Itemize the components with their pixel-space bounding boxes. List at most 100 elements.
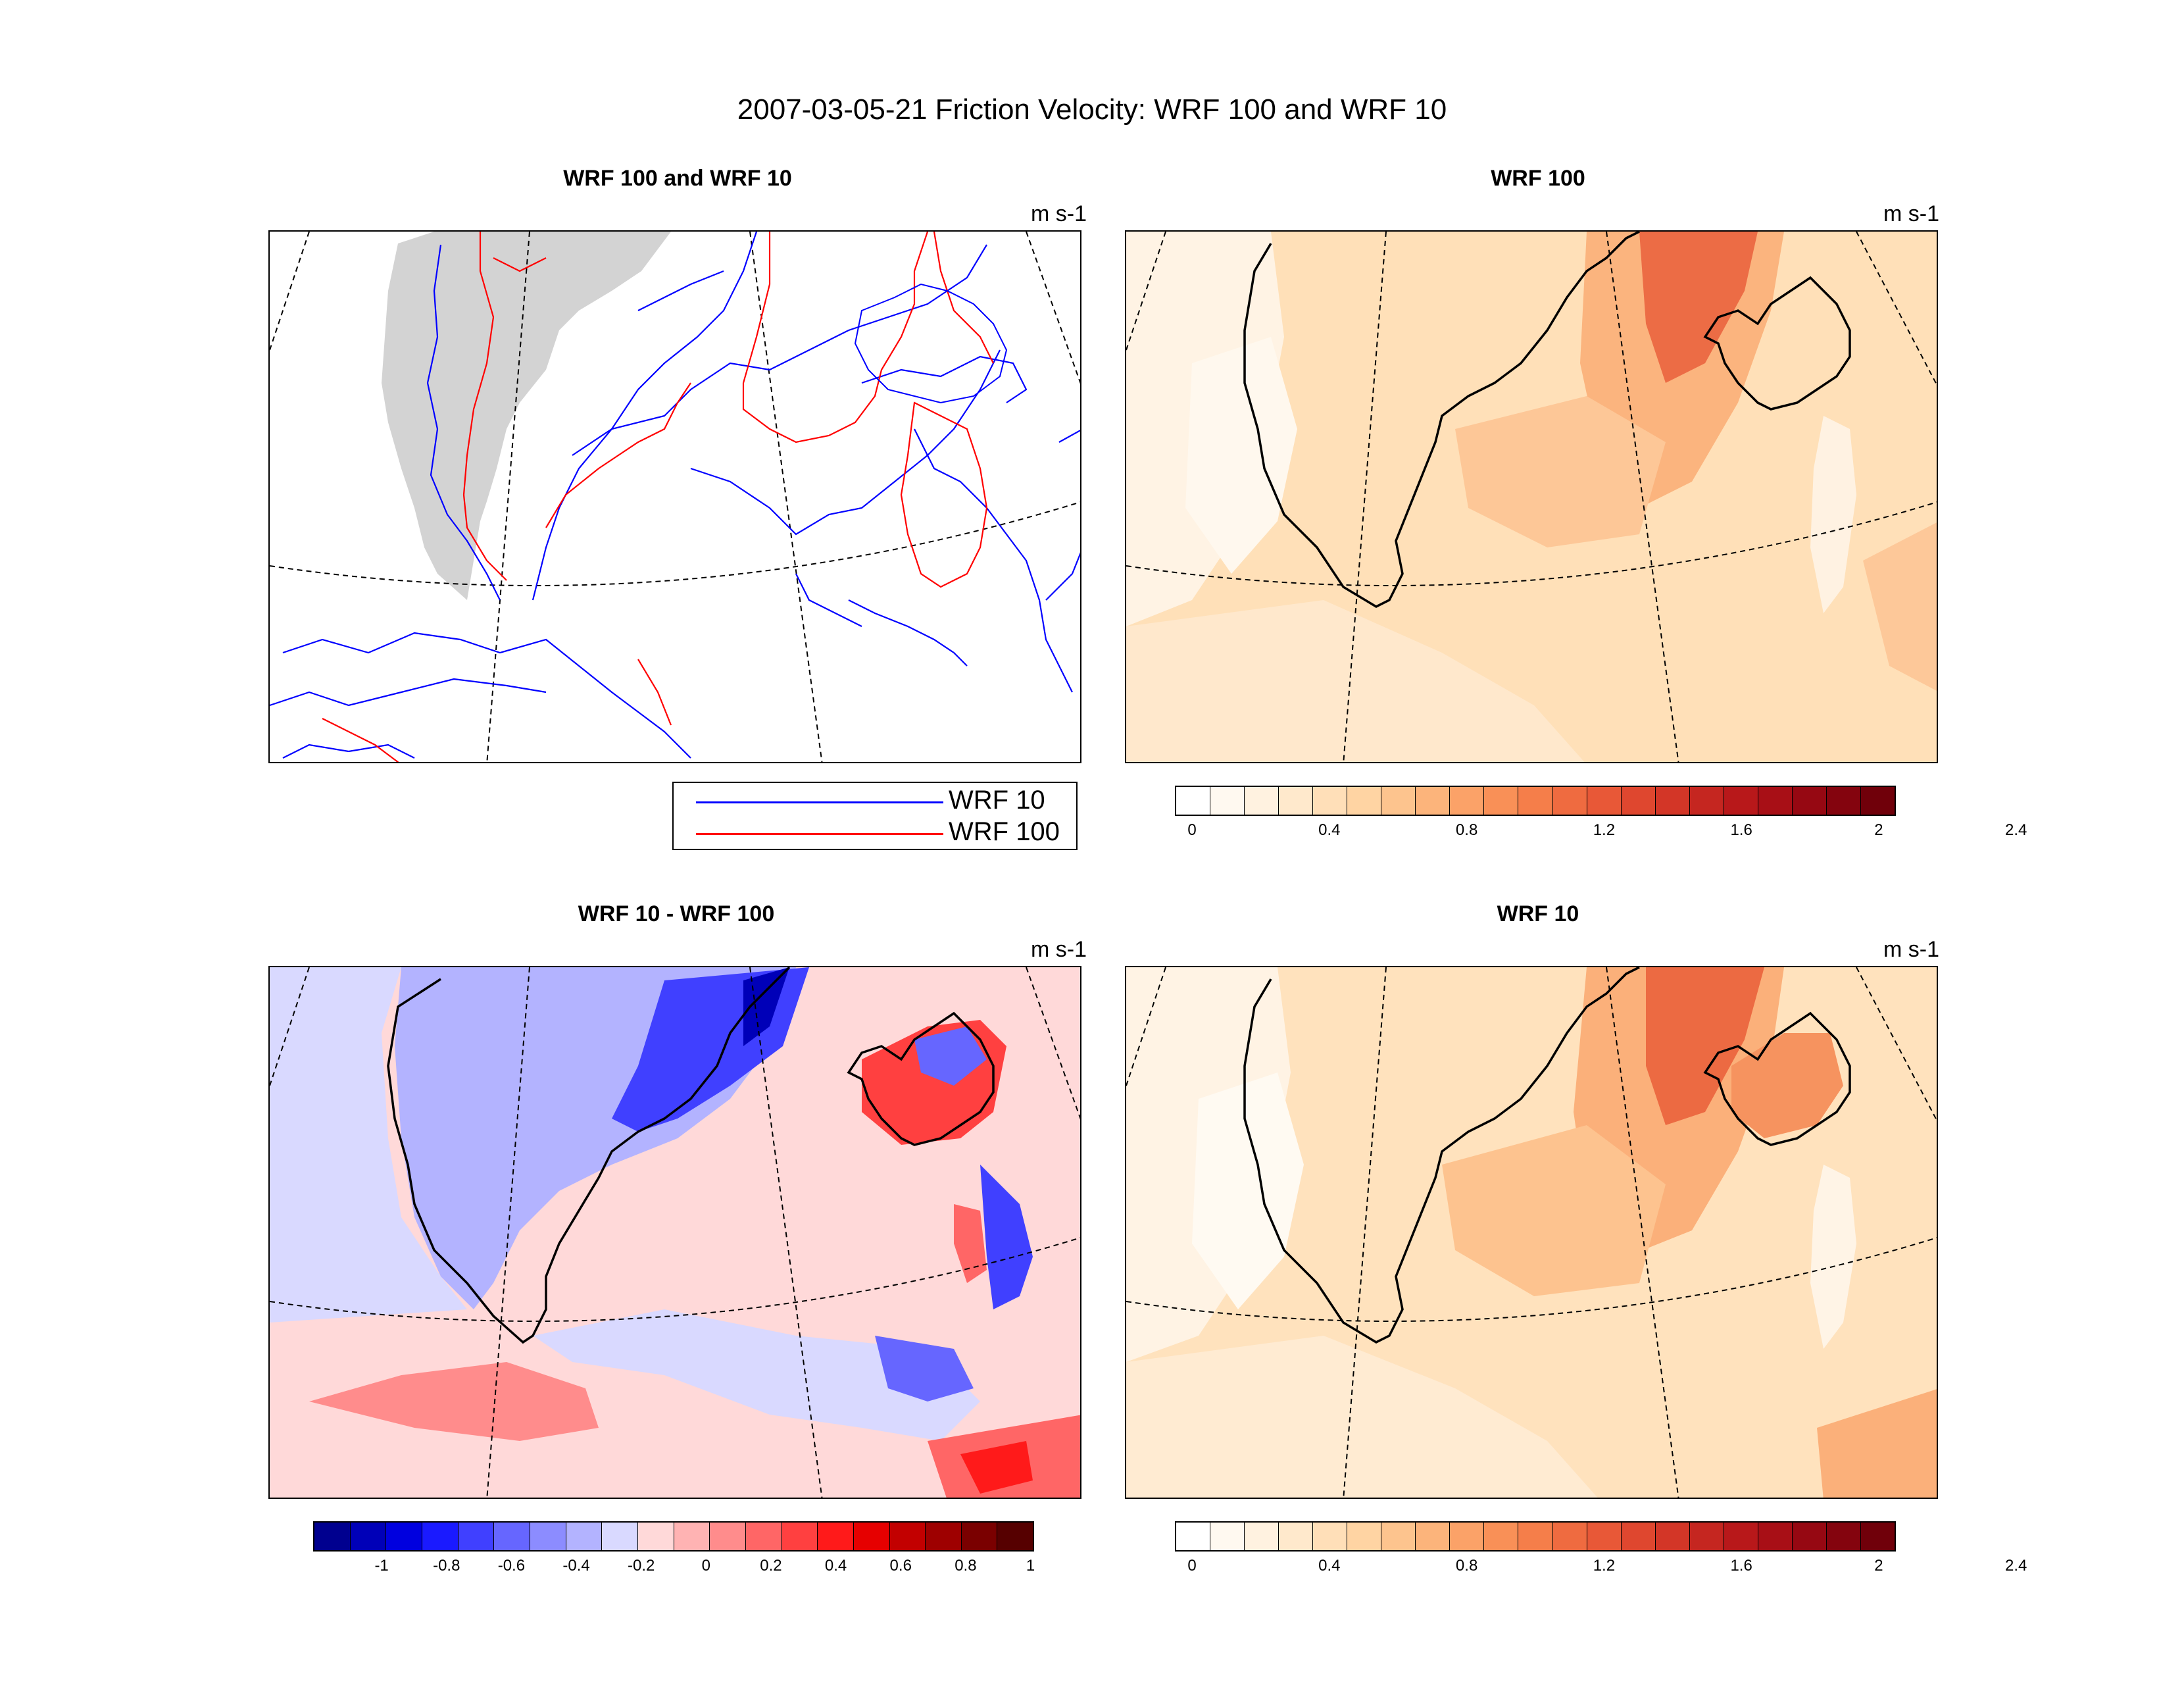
colorbar-cell bbox=[1587, 787, 1622, 815]
colorbar-cell bbox=[1245, 787, 1279, 815]
units-label-wrf100: m s-1 bbox=[1883, 201, 1939, 226]
colorbar-cell bbox=[386, 1523, 422, 1550]
colorbar-cell bbox=[1621, 1523, 1656, 1550]
colorbar-cell bbox=[1724, 1523, 1758, 1550]
colorbar-cell bbox=[745, 1523, 782, 1550]
wrf10-iceland bbox=[1731, 1033, 1843, 1138]
colorbar-cell bbox=[710, 1523, 746, 1550]
contour-map-svg bbox=[270, 232, 1080, 762]
colorbar-cell bbox=[997, 1523, 1033, 1550]
diff-negative-east bbox=[980, 1165, 1033, 1309]
colorbar-cell bbox=[1210, 1523, 1245, 1550]
wrf10-low-south bbox=[1126, 1336, 1598, 1498]
contour-map bbox=[268, 230, 1081, 763]
colorbar-cell bbox=[961, 1523, 998, 1550]
diff-negative-south bbox=[533, 1309, 980, 1441]
legend-item-wrf10: WRF 10 bbox=[674, 786, 1076, 817]
colorbar-cell bbox=[1552, 1523, 1587, 1550]
colorbar-cell bbox=[1381, 787, 1416, 815]
colorbar-cell bbox=[1826, 1523, 1861, 1550]
colorbar-cell bbox=[782, 1523, 818, 1550]
wrf100-greenland-interior bbox=[1185, 337, 1297, 574]
colorbar-cell bbox=[1758, 1523, 1793, 1550]
colorbar-cell bbox=[1826, 787, 1861, 815]
colorbar-tick-label: -0.8 bbox=[433, 1557, 460, 1575]
difference-map-svg bbox=[270, 967, 1080, 1498]
colorbar-cell bbox=[1621, 787, 1656, 815]
units-label-difference: m s-1 bbox=[1031, 937, 1087, 962]
colorbar-cell bbox=[1176, 1523, 1211, 1550]
greenland-coast bbox=[387, 967, 791, 1344]
panel-title-contours: WRF 100 and WRF 10 bbox=[563, 166, 792, 191]
colorbar-tick-label: 1.6 bbox=[1730, 1557, 1752, 1575]
wrf10-map bbox=[1125, 966, 1938, 1499]
wrf100-map bbox=[1125, 230, 1938, 763]
colorbar-cell bbox=[1792, 1523, 1827, 1550]
legend-line-wrf10 bbox=[696, 801, 943, 803]
wrf100-peak bbox=[1639, 232, 1758, 383]
greenland-land bbox=[382, 232, 671, 600]
colorbar-cell bbox=[1279, 787, 1314, 815]
graticule bbox=[1126, 967, 1937, 1498]
wrf10-map-svg bbox=[1126, 967, 1937, 1498]
iceland-coast bbox=[1703, 1011, 1851, 1146]
wrf100-map-svg bbox=[1126, 232, 1937, 762]
colorbar-cell bbox=[350, 1523, 387, 1550]
colorbar-labels-wrf10: 0 0.4 0.8 1.2 1.6 2 2.4 bbox=[1175, 1557, 2027, 1577]
iceland-coast bbox=[1703, 276, 1851, 411]
colorbar-cell bbox=[1860, 787, 1895, 815]
colorbar-tick-label: 0.2 bbox=[760, 1557, 782, 1575]
legend-label-wrf10: WRF 10 bbox=[949, 786, 1045, 815]
wrf100-lee-minimum bbox=[1810, 416, 1856, 613]
diff-positive-east bbox=[954, 1204, 987, 1283]
colorbar-tick-label: 0 bbox=[1187, 821, 1197, 839]
graticule bbox=[270, 232, 1080, 762]
colorbar-cell bbox=[818, 1523, 854, 1550]
colorbar-tick-label: 0.8 bbox=[1455, 1557, 1478, 1575]
diff-positive-south bbox=[309, 1362, 599, 1441]
wrf10-southeast bbox=[1817, 1389, 1937, 1498]
colorbar-tick-label: 1.2 bbox=[1593, 821, 1616, 839]
greenland-coast bbox=[1243, 232, 1640, 608]
units-label-wrf10: m s-1 bbox=[1883, 937, 1939, 962]
colorbar-cell bbox=[1450, 1523, 1485, 1550]
colorbar-cell bbox=[1381, 1523, 1416, 1550]
greenland-coast bbox=[1243, 967, 1640, 1344]
diff-extreme-negative bbox=[743, 967, 789, 1046]
colorbar-cell bbox=[1552, 787, 1587, 815]
colorbar-tick-label: 0 bbox=[1187, 1557, 1197, 1575]
colorbar-tick-label: 2.4 bbox=[2004, 821, 2027, 839]
colorbar-cell bbox=[602, 1523, 638, 1550]
colorbar-cell bbox=[1245, 1523, 1279, 1550]
colorbar-cell bbox=[1176, 787, 1211, 815]
wrf100-mid bbox=[1455, 396, 1666, 547]
panel-title-wrf100: WRF 100 bbox=[1491, 166, 1585, 191]
colorbar-cell bbox=[1279, 1523, 1314, 1550]
colorbar-cell bbox=[1416, 787, 1451, 815]
colorbar-cell bbox=[1313, 1523, 1348, 1550]
colorbar-cell bbox=[1313, 787, 1348, 815]
colorbar-tick-label: 0.8 bbox=[1455, 821, 1478, 839]
diff-iceland-negative bbox=[914, 1026, 987, 1086]
wrf100-east bbox=[1863, 522, 1937, 691]
colorbar-cell bbox=[1518, 787, 1553, 815]
colorbar-cell bbox=[1347, 1523, 1382, 1550]
colorbar-cell bbox=[314, 1523, 351, 1550]
colorbar-tick-label: 2 bbox=[1874, 1557, 1883, 1575]
colorbar-tick-label: 1.2 bbox=[1593, 1557, 1616, 1575]
difference-map bbox=[268, 966, 1081, 1499]
colorbar-cell bbox=[853, 1523, 890, 1550]
colorbar-cell bbox=[1758, 787, 1793, 815]
colorbar-tick-label: 2 bbox=[1874, 821, 1883, 839]
figure-title: 2007-03-05-21 Friction Velocity: WRF 100… bbox=[737, 93, 1447, 126]
diff-positive-peak bbox=[960, 1441, 1033, 1494]
colorbar-tick-label: -1 bbox=[374, 1557, 389, 1575]
graticule bbox=[270, 967, 1080, 1498]
colorbar-cell bbox=[1210, 787, 1245, 815]
colorbar-cell bbox=[1689, 1523, 1724, 1550]
wrf10-lee-minimum bbox=[1810, 1165, 1856, 1349]
colorbar-labels-difference: -1 -0.8 -0.6 -0.4 -0.2 0 0.2 0.4 0.6 0.8 1 bbox=[313, 1557, 1035, 1577]
colorbar-cell bbox=[926, 1523, 962, 1550]
colorbar-cell bbox=[494, 1523, 530, 1550]
iceland-coast bbox=[847, 1011, 995, 1146]
